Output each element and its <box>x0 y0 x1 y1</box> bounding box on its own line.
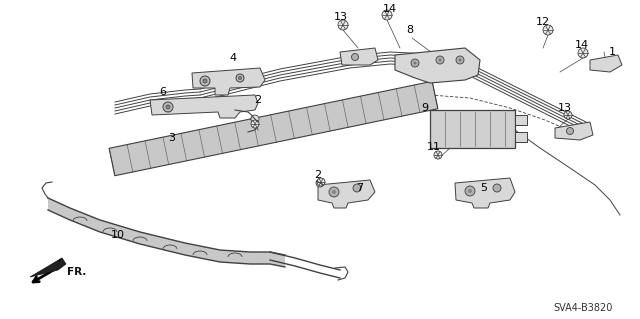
Circle shape <box>203 79 207 83</box>
Text: 5: 5 <box>481 183 488 193</box>
Circle shape <box>239 77 241 79</box>
Circle shape <box>332 190 336 194</box>
Circle shape <box>458 58 461 62</box>
Text: 10: 10 <box>111 230 125 240</box>
Polygon shape <box>590 55 622 72</box>
Circle shape <box>468 189 472 193</box>
Polygon shape <box>318 180 375 208</box>
Circle shape <box>251 115 259 123</box>
Circle shape <box>438 58 442 62</box>
Text: 6: 6 <box>159 87 166 97</box>
Circle shape <box>200 76 210 86</box>
Circle shape <box>434 151 442 159</box>
Circle shape <box>566 128 573 135</box>
Polygon shape <box>455 178 515 208</box>
Polygon shape <box>150 95 258 118</box>
Polygon shape <box>48 198 285 267</box>
Circle shape <box>251 120 259 128</box>
Circle shape <box>382 10 392 20</box>
Text: 4: 4 <box>229 53 237 63</box>
Text: 1: 1 <box>609 47 616 57</box>
Text: 13: 13 <box>334 12 348 22</box>
Text: 9: 9 <box>421 103 429 113</box>
Circle shape <box>338 20 348 30</box>
Circle shape <box>456 56 464 64</box>
Circle shape <box>163 102 173 112</box>
Circle shape <box>166 105 170 109</box>
Text: FR.: FR. <box>67 267 86 277</box>
Text: 8: 8 <box>406 25 413 35</box>
Text: 2: 2 <box>314 170 321 180</box>
Polygon shape <box>555 122 593 140</box>
Polygon shape <box>109 81 438 176</box>
Polygon shape <box>192 68 265 95</box>
Circle shape <box>351 54 358 61</box>
Circle shape <box>436 56 444 64</box>
Circle shape <box>316 179 324 187</box>
Text: SVA4-B3820: SVA4-B3820 <box>554 303 612 313</box>
Bar <box>515 132 527 142</box>
Circle shape <box>543 25 553 35</box>
Text: 14: 14 <box>383 4 397 14</box>
Text: 12: 12 <box>536 17 550 27</box>
Circle shape <box>317 178 325 186</box>
Circle shape <box>353 184 361 192</box>
Text: 7: 7 <box>356 183 364 193</box>
Circle shape <box>411 59 419 67</box>
Polygon shape <box>340 48 378 65</box>
Polygon shape <box>395 48 480 83</box>
Bar <box>430 110 515 148</box>
Bar <box>515 115 527 125</box>
Circle shape <box>236 74 244 82</box>
Text: 11: 11 <box>427 142 441 152</box>
Text: 13: 13 <box>558 103 572 113</box>
Circle shape <box>413 62 417 64</box>
Circle shape <box>465 186 475 196</box>
Polygon shape <box>30 258 66 277</box>
Circle shape <box>564 111 572 119</box>
Text: 2: 2 <box>255 95 262 105</box>
Circle shape <box>578 48 588 58</box>
Circle shape <box>493 184 501 192</box>
Text: 3: 3 <box>168 133 175 143</box>
Circle shape <box>329 187 339 197</box>
Text: 14: 14 <box>575 40 589 50</box>
